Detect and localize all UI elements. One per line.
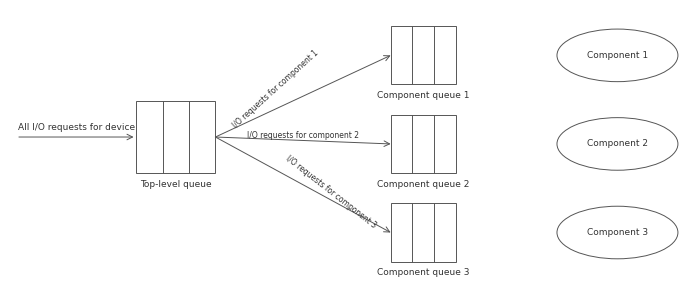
- Text: Component queue 3: Component queue 3: [377, 269, 470, 278]
- Text: Top-level queue: Top-level queue: [140, 180, 211, 189]
- Text: I/O requests for component 2: I/O requests for component 2: [247, 131, 359, 140]
- Text: Component queue 2: Component queue 2: [377, 180, 469, 189]
- Bar: [390, 203, 456, 262]
- Text: I/O requests for component 1: I/O requests for component 1: [231, 48, 320, 130]
- Text: Component 3: Component 3: [587, 228, 648, 237]
- Bar: [390, 115, 456, 173]
- Ellipse shape: [557, 206, 678, 259]
- Text: Component 2: Component 2: [587, 139, 648, 148]
- Bar: [390, 26, 456, 84]
- Ellipse shape: [557, 118, 678, 170]
- Text: Component queue 1: Component queue 1: [377, 91, 470, 100]
- Text: Component 1: Component 1: [587, 51, 648, 60]
- Ellipse shape: [557, 29, 678, 82]
- Text: I/O requests for component 3: I/O requests for component 3: [283, 154, 377, 230]
- Bar: [136, 101, 216, 173]
- Text: All I/O requests for device: All I/O requests for device: [18, 123, 135, 132]
